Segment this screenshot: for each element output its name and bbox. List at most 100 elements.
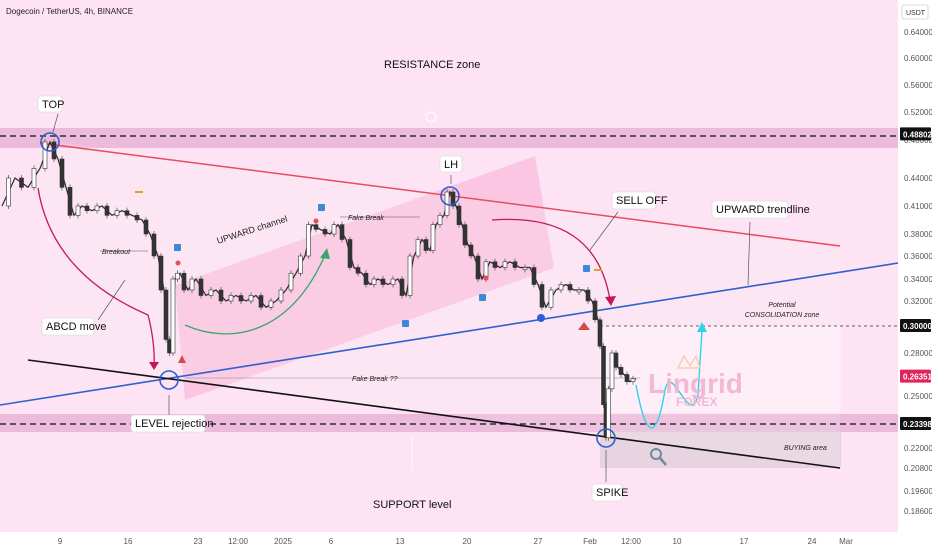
- price-tick-label: 0.20800: [904, 464, 932, 473]
- support-band: [0, 414, 898, 432]
- sell-off-leader: [589, 211, 619, 251]
- sell-off-arrowhead: [605, 296, 616, 306]
- price-tick-label: 0.36000: [904, 252, 932, 261]
- price-tick-label: 0.64000: [904, 28, 932, 37]
- price-tag[interactable]: [900, 127, 931, 141]
- candle: [181, 272, 187, 291]
- candle: [618, 367, 624, 375]
- symbol-title[interactable]: Dogecoin / TetherUS, 4h, BINANCE: [6, 7, 133, 16]
- time-tick-label: 17: [740, 537, 749, 546]
- candle: [531, 267, 537, 285]
- consolidation-zone-box: [599, 325, 842, 413]
- spike-marker[interactable]: [596, 428, 616, 448]
- hammer-icon: [135, 191, 143, 193]
- candle: [158, 255, 164, 291]
- price-tick-label: 0.60000: [904, 54, 932, 63]
- candle: [268, 300, 274, 308]
- time-tick-label: 6: [329, 537, 334, 546]
- price-tag-value: 0.30000: [903, 322, 932, 331]
- candle: [134, 215, 140, 221]
- event-badge-icon[interactable]: [479, 294, 486, 301]
- price-tick-label: 0.25000: [904, 392, 932, 401]
- currency-label: USDT: [906, 10, 926, 17]
- consolidation-zone-label: CONSOLIDATION zone: [745, 312, 820, 319]
- candle: [624, 374, 630, 382]
- event-badge-icon[interactable]: [402, 320, 409, 327]
- time-tick-label: 24: [808, 537, 817, 546]
- candle: [170, 278, 176, 354]
- time-tick-label: 20: [463, 537, 472, 546]
- sell-off-arrow: [491, 218, 611, 301]
- candle: [175, 272, 180, 280]
- price-tick-label: 0.38000: [904, 230, 932, 239]
- info-marker-icon[interactable]: [425, 111, 437, 123]
- candle: [606, 388, 611, 439]
- time-tick-label: 2025: [274, 537, 292, 546]
- candle: [601, 345, 606, 406]
- candle: [42, 141, 48, 169]
- price-tick-label: 0.44000: [904, 174, 932, 183]
- event-badge-icon[interactable]: [583, 265, 590, 272]
- candle: [189, 278, 195, 291]
- magnifier-icon[interactable]: [650, 448, 662, 460]
- candle: [522, 267, 528, 270]
- candle: [163, 289, 169, 340]
- abcd-arrowhead: [149, 362, 159, 370]
- candle: [462, 224, 468, 246]
- candle: [502, 261, 508, 268]
- resistance-band: [0, 128, 898, 148]
- fake-break-q-label: Fake Break ??: [352, 376, 398, 383]
- fake-break-label: Fake Break: [348, 215, 384, 222]
- price-tick-label: 0.32000: [904, 297, 932, 306]
- candle: [380, 278, 386, 285]
- event-badge-icon[interactable]: [174, 244, 181, 251]
- time-tick-label: 27: [534, 537, 543, 546]
- breakout-dot: [175, 260, 181, 266]
- candle: [468, 244, 474, 257]
- candle: [450, 191, 456, 207]
- price-axis-ticks: 0.64000 0.60000 0.56000 0.52000 0.48000 0.440…: [904, 28, 932, 516]
- top-marker[interactable]: [40, 132, 60, 152]
- candle: [59, 158, 65, 188]
- candle: [475, 255, 481, 280]
- watermark-sub: FOREX: [676, 395, 717, 409]
- price-tag[interactable]: [900, 319, 931, 332]
- lh-label: LH: [444, 159, 458, 171]
- currency-badge[interactable]: [901, 4, 929, 20]
- level-rejection-marker[interactable]: [159, 370, 179, 390]
- candle: [278, 289, 284, 302]
- candle: [322, 229, 328, 235]
- lh-dot: [483, 275, 489, 281]
- price-tick-label: 0.22000: [904, 444, 932, 453]
- price-tick-label: 0.28000: [904, 349, 932, 358]
- time-tick-label: 23: [194, 537, 203, 546]
- lh-marker[interactable]: [440, 186, 460, 206]
- price-tag[interactable]: [900, 417, 931, 430]
- projection-path: [635, 329, 703, 429]
- time-tick-label: 12:00: [621, 537, 642, 546]
- candle: [609, 352, 615, 390]
- black-support-trendline: [27, 359, 841, 469]
- candle: [19, 177, 24, 188]
- price-tick-label: 0.18600: [904, 507, 932, 516]
- candle: [31, 168, 37, 188]
- upward-trendline-label: UPWARD trendline: [716, 204, 810, 216]
- resistance-zone-label: RESISTANCE zone: [384, 59, 480, 71]
- breakout-label: Breakout: [102, 249, 131, 256]
- candle: [407, 255, 413, 296]
- sell-off-callout: [611, 191, 657, 210]
- rocket-icon: [578, 322, 590, 330]
- price-tag[interactable]: [900, 369, 931, 383]
- candle: [399, 278, 405, 296]
- candle: [585, 289, 591, 302]
- candle: [151, 233, 157, 257]
- sell-off-label: SELL OFF: [616, 195, 668, 207]
- candle: [228, 295, 234, 302]
- candle: [423, 239, 429, 251]
- candle: [592, 300, 598, 321]
- candle: [512, 261, 518, 268]
- candle: [548, 289, 554, 308]
- event-badge-icon[interactable]: [318, 204, 325, 211]
- candle: [313, 224, 319, 230]
